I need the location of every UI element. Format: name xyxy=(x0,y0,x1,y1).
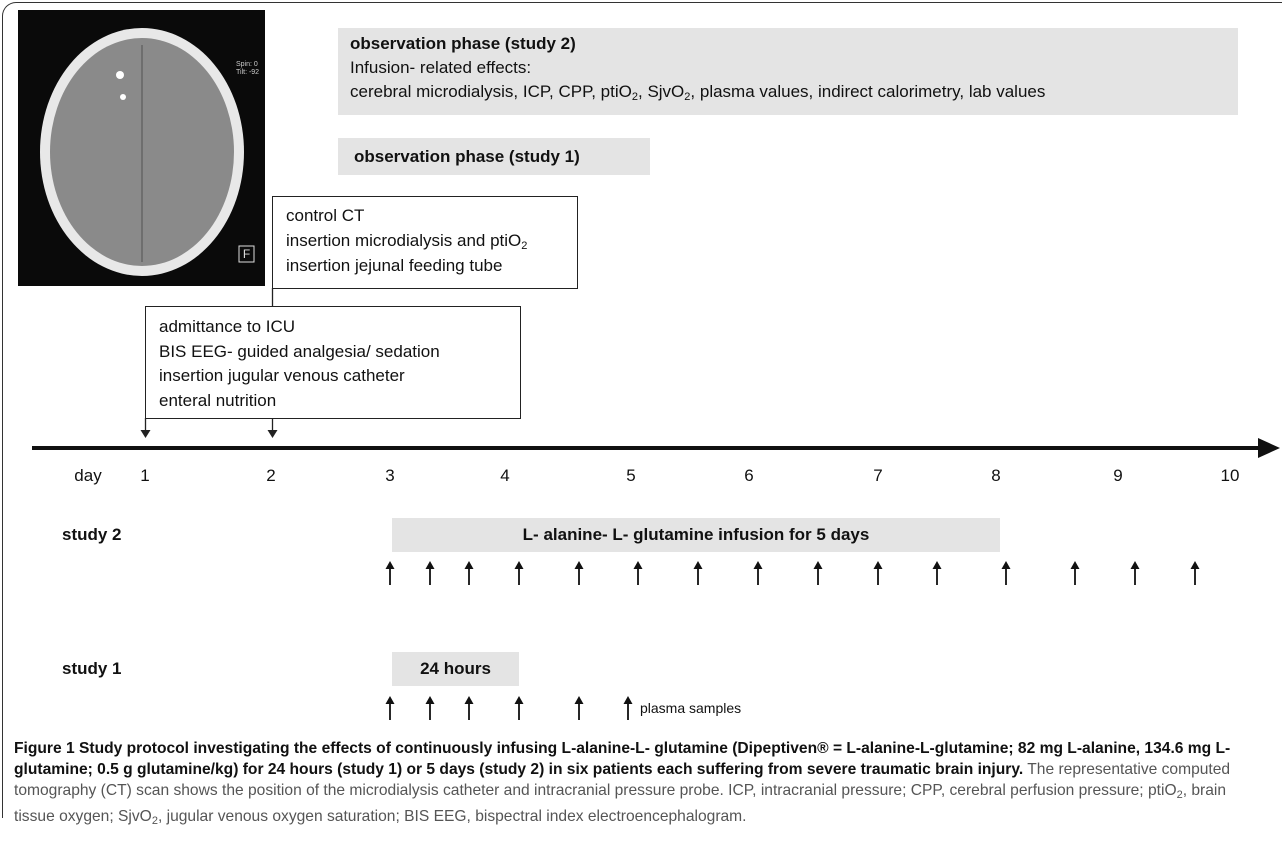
sample-arrow xyxy=(515,696,524,720)
sample-arrow xyxy=(515,561,524,585)
text: cerebral microdialysis, ICP, CPP, ptiO xyxy=(350,82,632,101)
sample-arrow xyxy=(386,561,395,585)
day1-event: admittance to ICU xyxy=(159,315,295,339)
sample-arrow xyxy=(575,696,584,720)
day2-event: control CT xyxy=(286,204,364,228)
text: , plasma values, indirect calorimetry, l… xyxy=(690,82,1045,101)
sample-arrow xyxy=(1002,561,1011,585)
sample-arrow xyxy=(754,561,763,585)
sample-arrow xyxy=(1071,561,1080,585)
sample-arrow xyxy=(874,561,883,585)
day-number: 10 xyxy=(1210,464,1250,488)
day-number: 9 xyxy=(1098,464,1138,488)
observation-study2-effects: cerebral microdialysis, ICP, CPP, ptiO2,… xyxy=(350,80,1045,109)
text: , jugular venous oxygen saturation; BIS … xyxy=(158,808,747,825)
day-number: 1 xyxy=(125,464,165,488)
sample-arrow xyxy=(624,696,633,720)
sample-arrow xyxy=(1131,561,1140,585)
observation-study1-title: observation phase (study 1) xyxy=(354,145,580,169)
day-number: 3 xyxy=(370,464,410,488)
timeline-arrowhead xyxy=(1258,438,1280,458)
plasma-samples-label: plasma samples xyxy=(640,696,741,720)
sample-arrow xyxy=(814,561,823,585)
caption: Figure 1 Study protocol investigating th… xyxy=(14,738,1269,832)
ct-overlay: Tilt: -92 xyxy=(236,69,259,76)
day-number: 6 xyxy=(729,464,769,488)
day-number: 4 xyxy=(485,464,525,488)
day1-event: BIS EEG- guided analgesia/ sedation xyxy=(159,340,440,364)
ct-marker: F xyxy=(243,247,250,261)
sample-arrow xyxy=(465,696,474,720)
figure: F Spin: 0 Tilt: -92 observation phase (s… xyxy=(0,0,1282,842)
day-number: 5 xyxy=(611,464,651,488)
sample-arrow xyxy=(465,561,474,585)
observation-study2-subtitle: Infusion- related effects: xyxy=(350,56,531,80)
sample-arrow xyxy=(426,561,435,585)
ct-probe xyxy=(120,94,126,100)
sample-arrow xyxy=(575,561,584,585)
observation-study2-title: observation phase (study 2) xyxy=(350,32,576,56)
sample-arrow xyxy=(694,561,703,585)
day-number: 7 xyxy=(858,464,898,488)
day-number: 8 xyxy=(976,464,1016,488)
day1-event: insertion jugular venous catheter xyxy=(159,364,405,388)
day-number: 2 xyxy=(251,464,291,488)
study2-label: study 2 xyxy=(62,523,122,547)
text: insertion microdialysis and ptiO xyxy=(286,231,521,250)
sample-arrow xyxy=(634,561,643,585)
study1-label: study 1 xyxy=(62,657,122,681)
ct-probe xyxy=(116,71,124,79)
study2-infusion: L- alanine- L- glutamine infusion for 5 … xyxy=(392,523,1000,547)
sample-arrow xyxy=(426,696,435,720)
sample-arrow xyxy=(933,561,942,585)
day1-event: enteral nutrition xyxy=(159,389,276,413)
day-label: day xyxy=(70,464,106,488)
subscript: 2 xyxy=(521,240,527,252)
day2-event: insertion jejunal feeding tube xyxy=(286,254,502,278)
text: , SjvO xyxy=(638,82,684,101)
sample-arrow xyxy=(1191,561,1200,585)
ct-overlay: Spin: 0 xyxy=(236,61,258,68)
study1-duration: 24 hours xyxy=(392,657,519,681)
sample-arrow xyxy=(386,696,395,720)
